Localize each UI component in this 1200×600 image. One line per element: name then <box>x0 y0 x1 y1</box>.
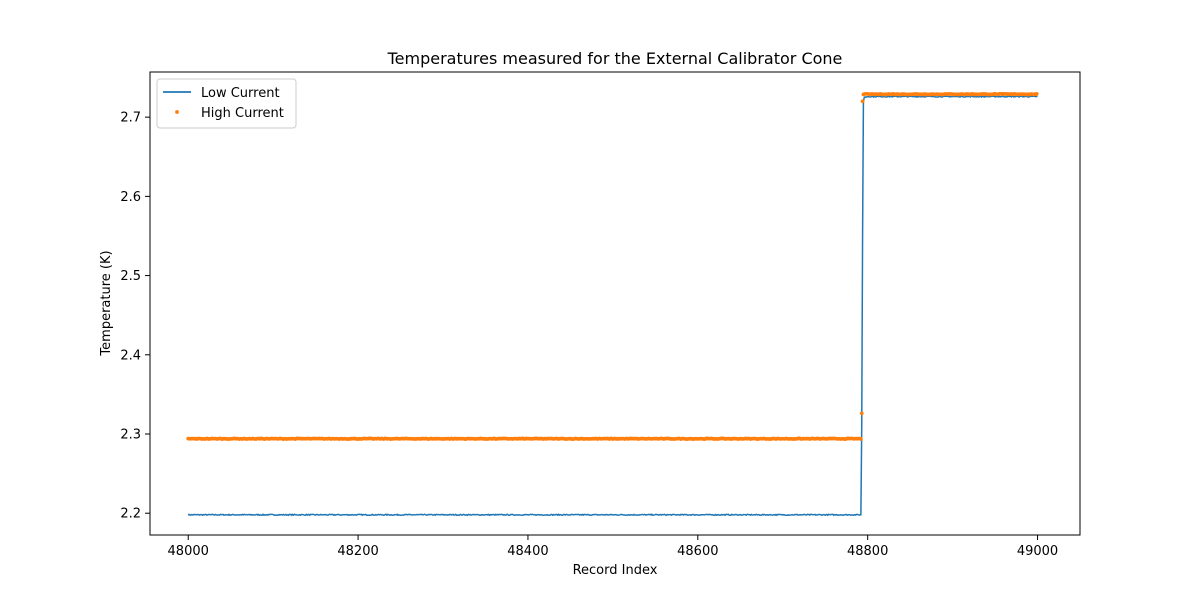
x-tick-label: 48000 <box>168 544 209 559</box>
x-tick-label: 48400 <box>507 544 548 559</box>
high-current-point <box>859 411 864 416</box>
high-current-point <box>860 99 865 104</box>
y-tick-label: 2.2 <box>120 507 141 522</box>
legend-marker-high-current <box>175 110 179 114</box>
y-tick-label: 2.7 <box>120 111 141 126</box>
high-current-point <box>858 437 863 441</box>
x-tick-label: 49000 <box>1017 544 1058 559</box>
x-tick-label: 48600 <box>677 544 718 559</box>
plot-area <box>186 91 1039 517</box>
y-tick-label: 2.3 <box>120 428 141 443</box>
chart-title: Temperatures measured for the External C… <box>387 49 843 68</box>
y-tick-label: 2.4 <box>120 348 141 363</box>
x-tick-label: 48800 <box>847 544 888 559</box>
axes: 48000 48200 48400 48600 48800 49000 2.2 2.3 2.4 2… <box>120 71 1081 559</box>
axes-frame <box>149 71 1081 536</box>
x-axis-label: Record Index <box>573 563 658 578</box>
legend: Low Current High Current <box>156 78 297 129</box>
legend-label-low-current: Low Current <box>201 86 280 101</box>
legend-label-high-current: High Current <box>201 106 284 121</box>
high-current-point <box>1034 92 1039 96</box>
y-tick-label: 2.6 <box>120 190 141 205</box>
y-tick-label: 2.5 <box>120 269 141 284</box>
series-high-current <box>186 91 1039 441</box>
y-axis-label: Temperature (K) <box>99 250 114 356</box>
x-tick-label: 48200 <box>337 544 378 559</box>
legend-box <box>156 78 297 129</box>
